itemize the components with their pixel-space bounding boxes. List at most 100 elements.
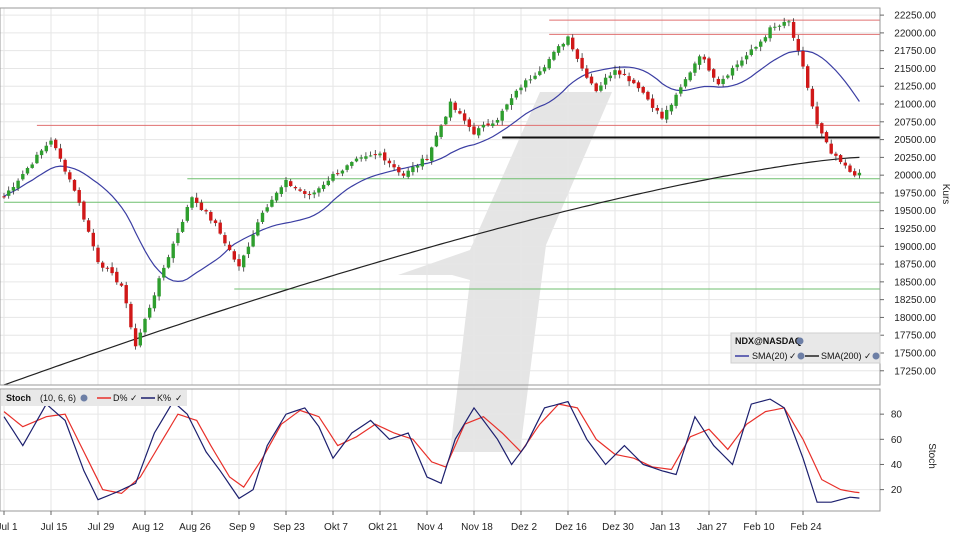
candle-body — [618, 70, 622, 75]
candle-body — [430, 147, 434, 161]
candle-body — [500, 110, 504, 121]
candle-body — [270, 199, 274, 207]
sma200-settings-icon[interactable] — [872, 352, 880, 360]
candle-body — [336, 173, 340, 175]
stoch-panel-frame — [0, 388, 881, 512]
x-tick-label: Nov 4 — [417, 522, 444, 533]
candle-body — [298, 189, 302, 191]
candle-body — [801, 50, 805, 67]
candle-body — [39, 150, 44, 156]
candle-body — [359, 157, 363, 159]
candle-body — [759, 41, 763, 47]
candle-body — [726, 75, 730, 78]
candle-body — [599, 85, 603, 91]
candle-body — [552, 51, 556, 60]
candle-body — [763, 37, 768, 42]
candle-body — [608, 75, 612, 79]
x-tick-label: Jan 27 — [697, 522, 727, 533]
candle-body — [91, 232, 95, 247]
candle-body — [152, 295, 157, 309]
candle-body — [101, 262, 105, 268]
sma20-check-icon[interactable]: ✓ — [789, 351, 797, 361]
price-y-tick-label: 19000.00 — [894, 242, 936, 253]
x-tick-label: Jul 1 — [0, 522, 18, 533]
candle-body — [383, 152, 387, 161]
candle-body — [368, 155, 373, 157]
symbol-info-icon[interactable] — [796, 337, 804, 345]
candle-body — [166, 257, 171, 268]
price-y-tick-label: 20750.00 — [894, 117, 936, 128]
candle-body — [444, 116, 448, 125]
candle-body — [853, 171, 857, 176]
candle-body — [641, 86, 645, 93]
candle-body — [387, 160, 392, 164]
candle-body — [547, 59, 551, 69]
price-y-tick-label: 18250.00 — [894, 295, 936, 306]
candle-body — [632, 79, 636, 84]
candle-body — [744, 55, 749, 60]
sma200-check-icon[interactable]: ✓ — [864, 351, 872, 361]
candle-body — [448, 101, 453, 118]
candle-body — [697, 56, 702, 65]
candle-body — [472, 126, 476, 135]
candle-body — [580, 57, 584, 69]
candle-body — [688, 72, 692, 81]
k-check-icon[interactable]: ✓ — [175, 393, 183, 403]
price-y-tick-label: 21250.00 — [894, 82, 936, 93]
candle-body — [251, 234, 255, 247]
d-legend-label: D% — [113, 393, 128, 403]
candle-body — [406, 170, 410, 177]
candle-body — [199, 202, 204, 210]
candle-body — [721, 78, 725, 85]
candle-body — [561, 43, 565, 47]
candle-body — [209, 211, 213, 221]
candle-body — [556, 46, 561, 53]
legend-box — [730, 332, 881, 364]
x-tick-label: Feb 24 — [790, 522, 822, 533]
candle-body — [815, 106, 819, 125]
price-y-axis-label: Kurs — [940, 184, 951, 205]
candle-body — [2, 196, 6, 198]
candle-body — [810, 88, 815, 107]
candle-body — [533, 75, 537, 79]
x-tick-label: Aug 26 — [179, 522, 211, 533]
candle-body — [148, 307, 152, 318]
candle-body — [467, 119, 471, 127]
candle-body — [439, 125, 443, 137]
candle-body — [806, 66, 810, 88]
watermark-logo — [398, 92, 612, 452]
candle-body — [350, 161, 354, 166]
stoch-y-tick-label: 80 — [891, 410, 903, 421]
candle-body — [312, 192, 316, 195]
candle-body — [777, 25, 782, 27]
candle-body — [683, 79, 688, 87]
candle-body — [44, 145, 48, 152]
candle-body — [256, 222, 260, 236]
candle-body — [622, 73, 627, 75]
candle-body — [227, 244, 232, 251]
candle-body — [289, 181, 293, 186]
candle-body — [321, 184, 326, 189]
stoch-settings-icon[interactable] — [80, 394, 88, 402]
price-y-tick-label: 18500.00 — [894, 277, 936, 288]
candle-body — [566, 36, 570, 45]
candle-body — [585, 68, 589, 78]
d-check-icon[interactable]: ✓ — [130, 393, 138, 403]
candle-body — [538, 71, 542, 75]
candle-body — [401, 173, 406, 176]
candle-body — [373, 154, 377, 156]
candle-body — [25, 168, 30, 174]
candle-body — [425, 158, 429, 160]
candle-body — [542, 67, 547, 72]
candle-body — [274, 192, 279, 201]
candle-body — [603, 77, 608, 85]
price-y-tick-label: 17250.00 — [894, 366, 936, 377]
candle-body — [218, 222, 222, 234]
stoch-label: Stoch — [6, 393, 31, 403]
candle-body — [190, 197, 194, 208]
candle-body — [589, 76, 594, 84]
stoch-y-tick-label: 60 — [891, 435, 903, 446]
candle-body — [223, 235, 227, 244]
sma20-settings-icon[interactable] — [797, 352, 805, 360]
